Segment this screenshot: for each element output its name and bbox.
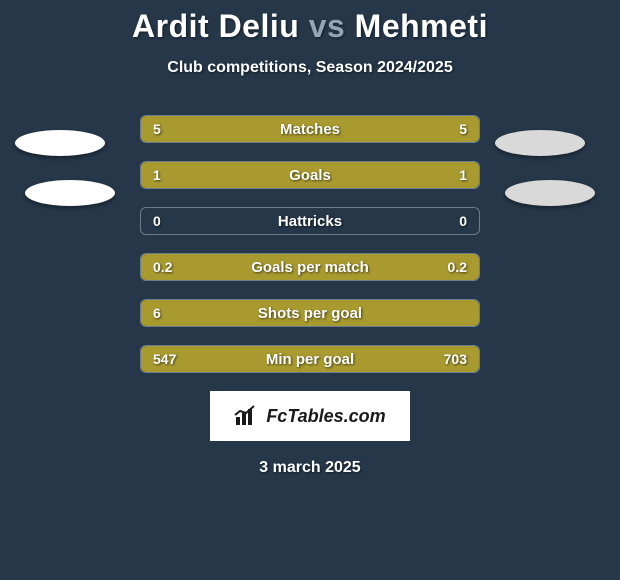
logo-box: FcTables.com <box>210 391 410 441</box>
date-label: 3 march 2025 <box>0 459 620 477</box>
player1-name: Ardit Deliu <box>132 8 299 44</box>
logo-text: FcTables.com <box>266 406 385 427</box>
stat-value-right: 1 <box>459 162 467 188</box>
stat-row: 1 1 Goals <box>140 161 480 189</box>
stat-row: 0 0 Hattricks <box>140 207 480 235</box>
stat-row: 6 Shots per goal <box>140 299 480 327</box>
bar-left <box>141 300 479 326</box>
bar-left <box>141 116 310 142</box>
stat-value-right: 5 <box>459 116 467 142</box>
decor-ellipse-right-2 <box>505 180 595 206</box>
bar-right <box>310 116 479 142</box>
stat-value-left: 1 <box>153 162 161 188</box>
stat-value-left: 547 <box>153 346 176 372</box>
stat-value-right: 0.2 <box>448 254 467 280</box>
stat-value-right: 0 <box>459 208 467 234</box>
subtitle: Club competitions, Season 2024/2025 <box>0 59 620 77</box>
stat-value-left: 6 <box>153 300 161 326</box>
player2-name: Mehmeti <box>355 8 488 44</box>
stat-row: 547 703 Min per goal <box>140 345 480 373</box>
comparison-title: Ardit Deliu vs Mehmeti <box>0 0 620 45</box>
stat-value-left: 0.2 <box>153 254 172 280</box>
title-vs: vs <box>309 8 346 44</box>
decor-ellipse-right-1 <box>495 130 585 156</box>
stat-value-right: 703 <box>444 346 467 372</box>
stat-value-left: 0 <box>153 208 161 234</box>
chart-icon <box>234 405 260 427</box>
decor-ellipse-left-2 <box>25 180 115 206</box>
bar-left <box>141 162 310 188</box>
stat-row: 0.2 0.2 Goals per match <box>140 253 480 281</box>
stat-row: 5 5 Matches <box>140 115 480 143</box>
stats-area: 5 5 Matches 1 1 Goals 0 0 Hattricks 0.2 … <box>0 115 620 373</box>
bar-right <box>310 162 479 188</box>
decor-ellipse-left-1 <box>15 130 105 156</box>
stat-value-left: 5 <box>153 116 161 142</box>
stat-label: Hattricks <box>141 208 479 234</box>
